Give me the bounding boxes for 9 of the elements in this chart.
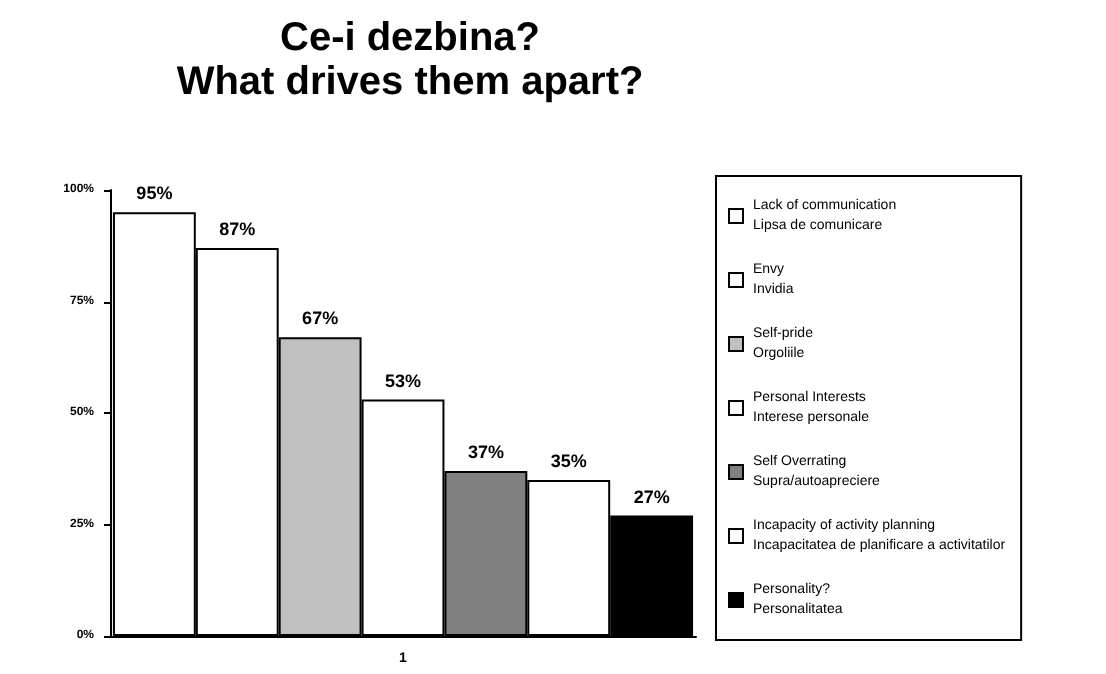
- data-label: 95%: [136, 183, 173, 204]
- data-label: 53%: [384, 370, 422, 391]
- data-label: 67%: [302, 308, 339, 329]
- data-label: 27%: [633, 486, 670, 507]
- chart-subtitle: What drives them apart?: [176, 60, 644, 104]
- chart-title: Ce-i dezbina?: [279, 16, 541, 60]
- data-label: 37%: [467, 441, 504, 462]
- data-label: 87%: [219, 218, 256, 239]
- data-label: 35%: [550, 450, 587, 471]
